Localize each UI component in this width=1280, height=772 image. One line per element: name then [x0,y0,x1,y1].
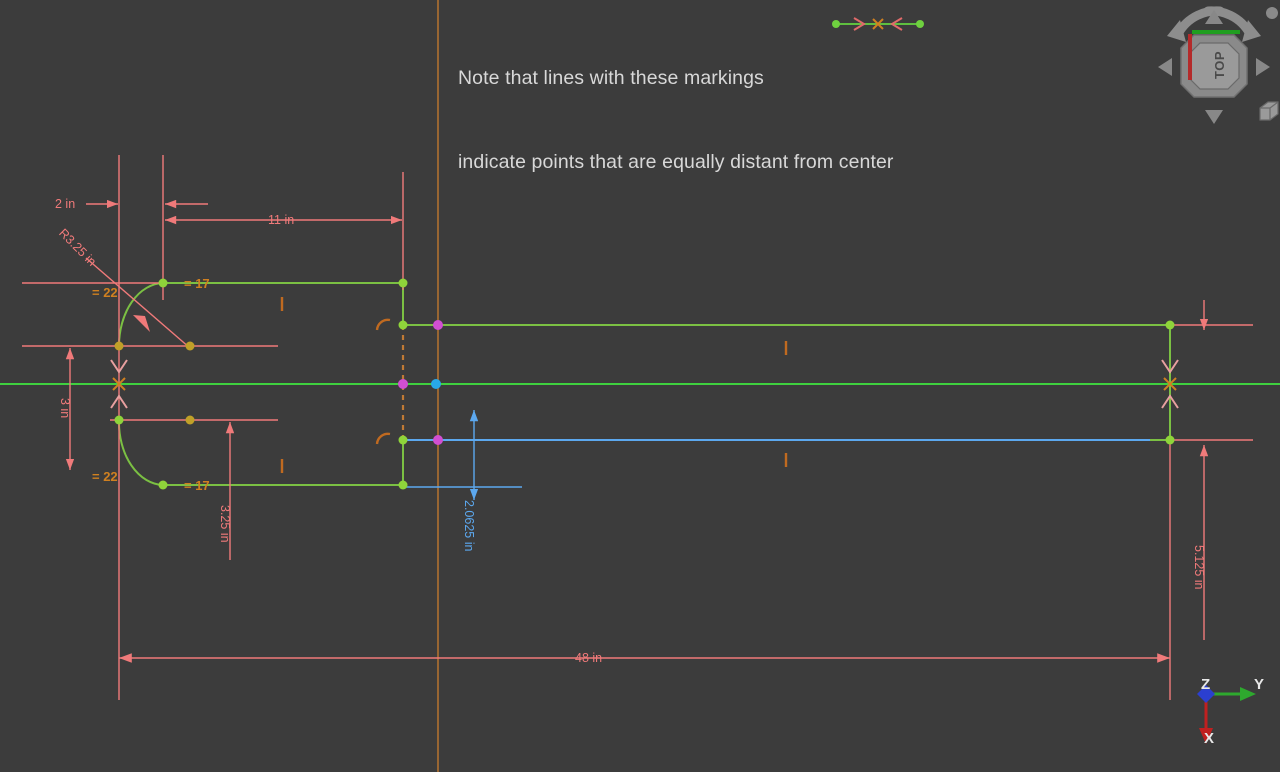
symmetry-chevron-left-top [110,359,128,374]
equal-distance-marking-icon [832,17,924,31]
constraint-label-eq22-top[interactable]: = 22 [92,285,118,300]
axis-x-arrowhead-icon [1199,728,1213,744]
rotate-cw-arrowhead-icon[interactable] [1242,20,1261,42]
sketch-point[interactable] [398,480,408,490]
sketch-point[interactable] [158,480,168,490]
tangent-arc-marker-upper [375,318,391,331]
dim-label-325in[interactable]: 3.25 in [218,505,232,543]
dim-label-5125in[interactable]: 5.125 in [1192,545,1206,590]
sketch-origin-point[interactable] [431,379,441,389]
sketch-point-magenta[interactable] [433,435,443,445]
axis-label-x: X [1204,730,1215,747]
axis-label-y: Y [1254,676,1265,693]
axis-triad-graphics [1197,685,1256,744]
constraint-label-eq17-top[interactable]: = 17 [184,276,210,291]
navcube-arrow-down-icon[interactable] [1205,110,1223,124]
sketch-point[interactable] [158,278,168,288]
axis-triad: Z Y X [1180,668,1280,764]
sketch-point[interactable] [114,341,124,351]
navcube-arrow-left-icon[interactable] [1158,58,1172,76]
dim-label-2in[interactable]: 2 in [55,197,76,211]
sketch-point[interactable] [398,435,408,445]
sketch-point[interactable] [114,415,124,425]
sketch-point-magenta[interactable] [433,320,443,330]
symmetry-x-left [112,377,126,391]
sketch-point[interactable] [1165,320,1175,330]
annotation-note-line1: Note that lines with these markings [458,67,764,89]
sketch-point[interactable] [398,320,408,330]
sketch-point[interactable] [398,278,408,288]
navcube-graphics[interactable] [1148,2,1280,132]
navcube-arrow-right-icon[interactable] [1256,58,1270,76]
navcube-arrow-up-icon[interactable] [1205,10,1223,24]
rotate-ccw-arrowhead-icon[interactable] [1167,20,1186,42]
dim-r325in-leader[interactable] [85,257,191,349]
axis-y-arrowhead-icon [1240,687,1256,701]
dim-label-11in[interactable]: 11 in [268,213,295,227]
sketch-upper-arc[interactable] [118,282,164,347]
dim-label-20625in[interactable]: 2.0625 in [462,500,476,552]
navcube-face-label: TOP [1211,51,1227,79]
symmetry-chevron-left-bottom [110,394,128,409]
view-navigation-cube[interactable]: TOP [1148,2,1280,132]
constraint-label-eq17-bottom[interactable]: = 17 [184,478,210,493]
sketch-point[interactable] [185,341,195,351]
navcube-mini-cube-edge [1260,101,1279,120]
sketch-point[interactable] [185,415,195,425]
symmetry-chevron-right-bottom [1161,394,1179,409]
sketch-point-magenta[interactable] [398,379,408,389]
axis-z-origin-icon [1197,685,1215,703]
dim-r325in-arrowhead [133,315,150,332]
sketch-lower-arc[interactable] [117,419,164,486]
symmetry-chevron-right-top [1161,359,1179,374]
dim-label-48in[interactable]: 48 in [575,651,603,665]
axis-label-z: Z [1201,676,1211,693]
navcube-home-dot-icon[interactable] [1266,7,1278,19]
sketch-point[interactable] [1165,435,1175,445]
annotation-note-line2: indicate points that are equally distant… [458,151,894,173]
constraint-label-eq22-bottom[interactable]: = 22 [92,469,118,484]
navcube-mini-cube-icon[interactable] [1259,101,1279,121]
annotation-note: Note that lines with these markings indi… [458,8,1018,260]
symmetry-x-right [1163,377,1177,391]
dim-label-3in[interactable]: 3 in [58,398,72,419]
tangent-arc-marker-lower [375,432,391,445]
